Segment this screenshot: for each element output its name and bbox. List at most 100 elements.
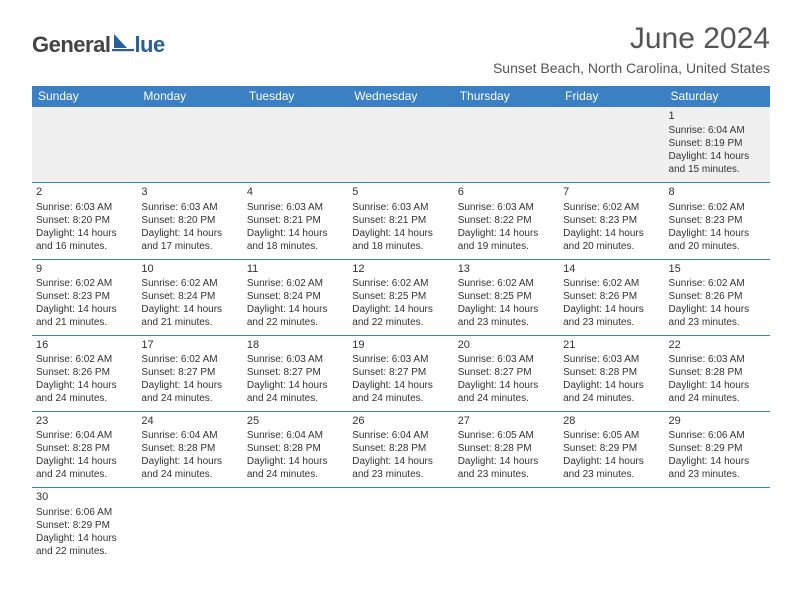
day-number: 29 (669, 414, 766, 428)
brand-text-2: lue (134, 32, 164, 58)
calendar-cell: 20Sunrise: 6:03 AMSunset: 8:27 PMDayligh… (454, 335, 559, 411)
calendar-cell (559, 488, 664, 564)
title-block: June 2024 Sunset Beach, North Carolina, … (493, 22, 770, 76)
sunset-line: Sunset: 8:21 PM (352, 214, 449, 227)
calendar-cell (243, 488, 348, 564)
day-number: 7 (563, 185, 660, 199)
daylight-line: Daylight: 14 hours and 21 minutes. (141, 303, 238, 329)
day-number: 10 (141, 262, 238, 276)
sunrise-line: Sunrise: 6:02 AM (458, 277, 555, 290)
day-number: 25 (247, 414, 344, 428)
sunrise-line: Sunrise: 6:04 AM (669, 124, 766, 137)
col-thursday: Thursday (454, 86, 559, 107)
sunset-line: Sunset: 8:25 PM (352, 290, 449, 303)
calendar-cell: 17Sunrise: 6:02 AMSunset: 8:27 PMDayligh… (137, 335, 242, 411)
calendar-cell: 5Sunrise: 6:03 AMSunset: 8:21 PMDaylight… (348, 183, 453, 259)
sunrise-line: Sunrise: 6:03 AM (352, 201, 449, 214)
sunrise-line: Sunrise: 6:06 AM (36, 506, 133, 519)
col-saturday: Saturday (665, 86, 770, 107)
daylight-line: Daylight: 14 hours and 24 minutes. (36, 379, 133, 405)
day-number: 2 (36, 185, 133, 199)
calendar-table: Sunday Monday Tuesday Wednesday Thursday… (32, 86, 770, 564)
day-number: 28 (563, 414, 660, 428)
daylight-line: Daylight: 14 hours and 24 minutes. (352, 379, 449, 405)
sunrise-line: Sunrise: 6:04 AM (247, 429, 344, 442)
day-number: 20 (458, 338, 555, 352)
calendar-cell: 21Sunrise: 6:03 AMSunset: 8:28 PMDayligh… (559, 335, 664, 411)
calendar-cell: 18Sunrise: 6:03 AMSunset: 8:27 PMDayligh… (243, 335, 348, 411)
sunrise-line: Sunrise: 6:04 AM (352, 429, 449, 442)
brand-text-1: General (32, 32, 110, 58)
day-number: 3 (141, 185, 238, 199)
sunset-line: Sunset: 8:28 PM (247, 442, 344, 455)
day-number: 22 (669, 338, 766, 352)
day-number: 13 (458, 262, 555, 276)
sunset-line: Sunset: 8:27 PM (458, 366, 555, 379)
calendar-cell: 12Sunrise: 6:02 AMSunset: 8:25 PMDayligh… (348, 259, 453, 335)
brand-logo: General lue (32, 32, 165, 58)
calendar-cell: 14Sunrise: 6:02 AMSunset: 8:26 PMDayligh… (559, 259, 664, 335)
col-monday: Monday (137, 86, 242, 107)
calendar-row: 30Sunrise: 6:06 AMSunset: 8:29 PMDayligh… (32, 488, 770, 564)
calendar-cell: 6Sunrise: 6:03 AMSunset: 8:22 PMDaylight… (454, 183, 559, 259)
calendar-cell (137, 107, 242, 183)
calendar-row: 16Sunrise: 6:02 AMSunset: 8:26 PMDayligh… (32, 335, 770, 411)
sunrise-line: Sunrise: 6:03 AM (352, 353, 449, 366)
col-wednesday: Wednesday (348, 86, 453, 107)
col-tuesday: Tuesday (243, 86, 348, 107)
day-number: 12 (352, 262, 449, 276)
page-header: General lue June 2024 Sunset Beach, Nort… (32, 22, 770, 76)
daylight-line: Daylight: 14 hours and 23 minutes. (458, 455, 555, 481)
daylight-line: Daylight: 14 hours and 15 minutes. (669, 150, 766, 176)
sunset-line: Sunset: 8:23 PM (36, 290, 133, 303)
calendar-cell: 22Sunrise: 6:03 AMSunset: 8:28 PMDayligh… (665, 335, 770, 411)
page-subtitle: Sunset Beach, North Carolina, United Sta… (493, 60, 770, 76)
day-number: 8 (669, 185, 766, 199)
calendar-cell: 3Sunrise: 6:03 AMSunset: 8:20 PMDaylight… (137, 183, 242, 259)
day-number: 23 (36, 414, 133, 428)
sunset-line: Sunset: 8:28 PM (458, 442, 555, 455)
calendar-cell (454, 107, 559, 183)
sunset-line: Sunset: 8:28 PM (352, 442, 449, 455)
sunset-line: Sunset: 8:23 PM (669, 214, 766, 227)
calendar-cell: 1Sunrise: 6:04 AMSunset: 8:19 PMDaylight… (665, 107, 770, 183)
sunset-line: Sunset: 8:19 PM (669, 137, 766, 150)
daylight-line: Daylight: 14 hours and 24 minutes. (247, 455, 344, 481)
sunrise-line: Sunrise: 6:06 AM (669, 429, 766, 442)
calendar-header-row: Sunday Monday Tuesday Wednesday Thursday… (32, 86, 770, 107)
sunrise-line: Sunrise: 6:04 AM (141, 429, 238, 442)
daylight-line: Daylight: 14 hours and 20 minutes. (563, 227, 660, 253)
daylight-line: Daylight: 14 hours and 18 minutes. (247, 227, 344, 253)
sunset-line: Sunset: 8:27 PM (141, 366, 238, 379)
daylight-line: Daylight: 14 hours and 19 minutes. (458, 227, 555, 253)
calendar-cell: 27Sunrise: 6:05 AMSunset: 8:28 PMDayligh… (454, 412, 559, 488)
daylight-line: Daylight: 14 hours and 23 minutes. (458, 303, 555, 329)
day-number: 9 (36, 262, 133, 276)
sunrise-line: Sunrise: 6:03 AM (247, 201, 344, 214)
daylight-line: Daylight: 14 hours and 24 minutes. (141, 379, 238, 405)
sunset-line: Sunset: 8:24 PM (141, 290, 238, 303)
day-number: 1 (669, 109, 766, 123)
sunset-line: Sunset: 8:28 PM (669, 366, 766, 379)
calendar-row: 1Sunrise: 6:04 AMSunset: 8:19 PMDaylight… (32, 107, 770, 183)
sunset-line: Sunset: 8:29 PM (36, 519, 133, 532)
daylight-line: Daylight: 14 hours and 22 minutes. (247, 303, 344, 329)
day-number: 18 (247, 338, 344, 352)
daylight-line: Daylight: 14 hours and 22 minutes. (36, 532, 133, 558)
calendar-cell: 13Sunrise: 6:02 AMSunset: 8:25 PMDayligh… (454, 259, 559, 335)
calendar-cell (348, 488, 453, 564)
daylight-line: Daylight: 14 hours and 20 minutes. (669, 227, 766, 253)
sunrise-line: Sunrise: 6:02 AM (141, 353, 238, 366)
calendar-cell (559, 107, 664, 183)
sunset-line: Sunset: 8:27 PM (352, 366, 449, 379)
calendar-cell: 26Sunrise: 6:04 AMSunset: 8:28 PMDayligh… (348, 412, 453, 488)
sunset-line: Sunset: 8:24 PM (247, 290, 344, 303)
day-number: 26 (352, 414, 449, 428)
calendar-cell: 15Sunrise: 6:02 AMSunset: 8:26 PMDayligh… (665, 259, 770, 335)
sunset-line: Sunset: 8:22 PM (458, 214, 555, 227)
calendar-row: 2Sunrise: 6:03 AMSunset: 8:20 PMDaylight… (32, 183, 770, 259)
sunrise-line: Sunrise: 6:02 AM (563, 201, 660, 214)
sunset-line: Sunset: 8:28 PM (36, 442, 133, 455)
daylight-line: Daylight: 14 hours and 23 minutes. (669, 455, 766, 481)
day-number: 27 (458, 414, 555, 428)
